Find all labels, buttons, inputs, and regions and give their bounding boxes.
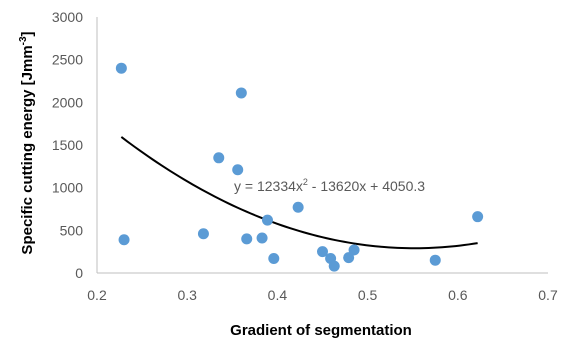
data-point: [472, 211, 484, 223]
x-tick-label: 0.3: [177, 287, 197, 303]
data-point: [115, 62, 127, 74]
x-tick-label: 0.7: [538, 287, 558, 303]
data-point: [232, 164, 244, 176]
data-point: [317, 246, 328, 258]
y-tick-label: 3000: [52, 9, 83, 25]
y-tick-label: 2000: [52, 94, 83, 110]
y-tick-label: 1500: [52, 137, 83, 153]
data-point: [328, 260, 340, 272]
data-point: [292, 201, 304, 213]
data-point: [118, 234, 130, 246]
y-axis-title: Specific cutting energy [Jmm-3]: [18, 31, 36, 254]
data-point: [261, 214, 273, 226]
data-point: [235, 87, 247, 99]
y-tick-label: 2500: [52, 52, 83, 68]
data-point: [429, 254, 441, 266]
y-tick-label: 1000: [52, 180, 83, 196]
x-tick-label: 0.5: [358, 287, 378, 303]
x-axis-title: Gradient of segmentation: [230, 322, 412, 339]
data-point: [241, 233, 253, 245]
data-point: [348, 244, 360, 256]
axes: [96, 17, 548, 274]
data-point: [268, 252, 280, 264]
data-point: [256, 232, 268, 244]
data-point: [197, 228, 209, 240]
trendline: [120, 136, 478, 250]
data-point: [213, 152, 225, 164]
y-tick-labels: 0 500 1000 1500 2000 2500 3000: [52, 9, 83, 281]
trendline-equation: y = 12334x2 - 13620x + 4050.3: [234, 177, 425, 194]
x-tick-label: 0.4: [268, 287, 288, 303]
x-tick-label: 0.2: [87, 287, 107, 303]
y-tick-label: 0: [75, 265, 83, 281]
data-point: [343, 252, 355, 264]
data-points: [115, 62, 484, 272]
y-tick-label: 500: [60, 222, 84, 238]
x-tick-label: 0.6: [448, 287, 468, 303]
x-tick-labels: 0.2 0.3 0.4 0.5 0.6 0.7: [87, 287, 558, 303]
